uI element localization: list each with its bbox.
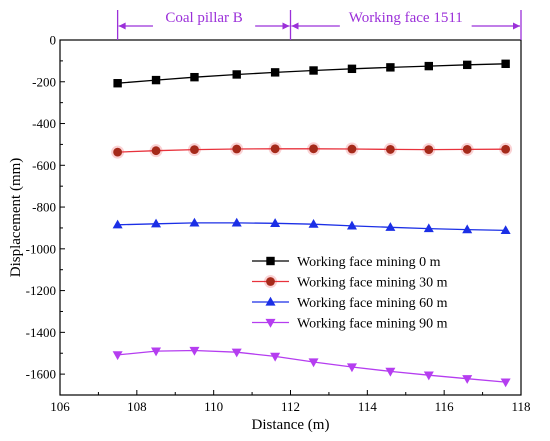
- data-point: [462, 145, 472, 154]
- x-tick-label: 116: [435, 399, 455, 414]
- data-point: [501, 59, 510, 69]
- legend: Working face mining 0 m Working face mini…: [252, 255, 448, 332]
- legend-marker: [265, 318, 276, 328]
- x-tick-label: 118: [511, 399, 530, 414]
- data-point: [386, 63, 395, 72]
- data-point: [189, 217, 200, 227]
- region-arrowhead-left: [291, 22, 299, 30]
- data-point: [347, 64, 357, 74]
- data-point: [308, 218, 319, 228]
- y-tick-label: 0: [50, 33, 57, 48]
- region-label-background: [339, 8, 472, 27]
- region-arrowhead-right: [282, 22, 290, 30]
- region-arrowhead-left: [118, 22, 126, 30]
- region-arrowhead-right: [513, 22, 520, 30]
- data-point: [151, 146, 161, 156]
- y-tick-label: -400: [32, 116, 56, 131]
- x-axis-title: Distance (m): [252, 417, 330, 433]
- legend-label: Working face mining 90 m: [297, 317, 448, 332]
- data-point: [423, 223, 434, 233]
- y-tick-label: -1000: [26, 241, 56, 256]
- data-point: [232, 70, 241, 79]
- x-tick-label: 110: [204, 399, 223, 414]
- data-point: [309, 66, 318, 75]
- data-point: [113, 79, 122, 88]
- data-point: [270, 218, 281, 227]
- region-label-background: [152, 8, 256, 27]
- y-axis-ticks: 0 -200 -400 -600 -800 -1000 -1200 -1400 -1600: [26, 33, 65, 382]
- data-point: [231, 348, 242, 358]
- y-tick-label: -1200: [26, 283, 56, 298]
- series-1: [113, 59, 510, 88]
- x-tick-label: 106: [50, 399, 70, 414]
- series-2: [111, 142, 513, 159]
- data-point: [462, 375, 473, 384]
- region-label: Working face 1511: [349, 10, 463, 26]
- data-point: [385, 222, 396, 231]
- data-point: [385, 145, 395, 154]
- legend-entry: Working face mining 60 m: [252, 296, 448, 311]
- y-tick-label: -1400: [26, 325, 56, 340]
- data-point: [112, 351, 123, 361]
- region-label: Coal pillar B: [165, 10, 243, 26]
- data-series: [111, 59, 513, 388]
- series-line: [117, 349, 506, 383]
- legend-marker: [266, 277, 275, 286]
- legend-entry: Working face mining 90 m: [252, 317, 448, 332]
- data-point: [190, 145, 199, 155]
- data-point: [423, 371, 434, 381]
- data-point: [309, 144, 318, 154]
- legend-entry: Working face mining 30 m: [252, 275, 448, 291]
- data-point: [462, 224, 473, 234]
- legend-label: Working face mining 30 m: [297, 276, 448, 291]
- data-point: [500, 378, 511, 388]
- data-point: [463, 60, 472, 70]
- region-annotations: Coal pillar B Working face 1511: [116, 8, 522, 40]
- data-point: [270, 144, 280, 154]
- series-3: [112, 217, 511, 235]
- data-point: [346, 220, 357, 230]
- data-point: [232, 144, 242, 154]
- data-point: [189, 346, 200, 356]
- legend-label: Working face mining 60 m: [297, 296, 448, 311]
- data-point: [424, 61, 433, 71]
- plot-frame: [59, 39, 522, 396]
- series-4: [112, 346, 511, 388]
- data-point: [308, 358, 319, 368]
- data-point: [347, 144, 357, 154]
- data-point: [151, 75, 161, 85]
- x-tick-label: 114: [358, 399, 378, 414]
- data-point: [151, 347, 162, 357]
- data-point: [112, 219, 123, 229]
- data-point: [113, 147, 123, 157]
- y-axis-title: Displacement (mm): [8, 158, 24, 278]
- data-point: [385, 367, 396, 377]
- data-point: [424, 145, 434, 155]
- data-point: [346, 363, 357, 373]
- data-point: [270, 68, 280, 77]
- y-tick-label: -200: [32, 74, 56, 89]
- x-axis-ticks: 106 108 110 112 114 116 118: [50, 390, 531, 414]
- data-point: [501, 144, 511, 154]
- x-tick-label: 108: [127, 399, 147, 414]
- data-point: [151, 218, 162, 228]
- data-point: [500, 225, 511, 235]
- y-tick-label: -800: [32, 200, 56, 215]
- legend-box: [248, 248, 510, 340]
- x-tick-label: 112: [281, 399, 300, 414]
- y-tick-label: -600: [32, 158, 56, 173]
- data-point: [231, 217, 242, 227]
- legend-label: Working face mining 0 m: [297, 255, 441, 270]
- data-point: [190, 72, 199, 82]
- legend-marker: [266, 256, 275, 266]
- legend-marker: [265, 296, 276, 306]
- y-tick-label: -1600: [26, 367, 56, 382]
- data-point: [270, 352, 281, 362]
- legend-entry: Working face mining 0 m: [252, 255, 441, 270]
